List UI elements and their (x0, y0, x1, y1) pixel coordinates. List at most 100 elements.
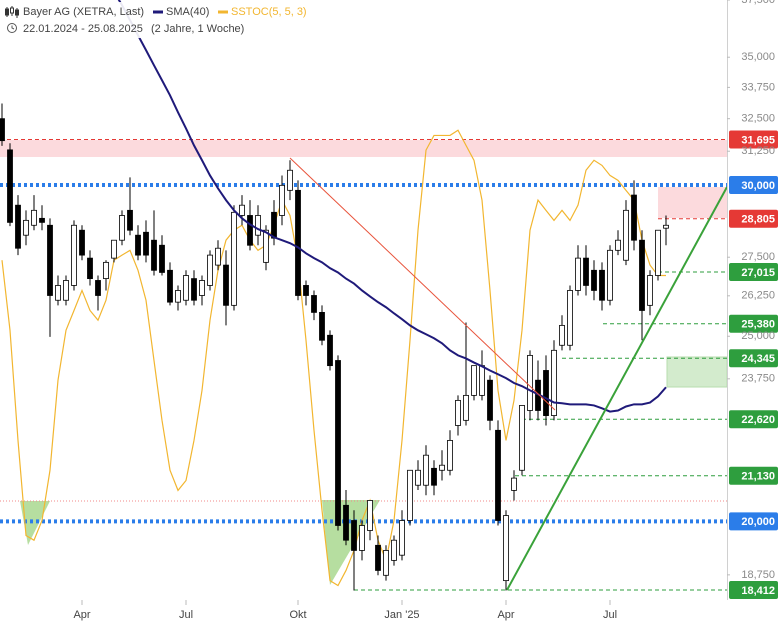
level-box (729, 512, 778, 531)
candle-body (15, 204, 21, 249)
y-tick-label: 18,750 (741, 569, 775, 581)
candle-body (631, 194, 637, 241)
candle-body (567, 290, 573, 346)
candle-body (63, 280, 69, 301)
level-box (729, 349, 778, 368)
trendlines (289, 157, 728, 591)
y-tick-label: 33,750 (741, 81, 775, 93)
candle-body (79, 229, 85, 256)
level-label: 22,620 (741, 414, 775, 426)
level-box (729, 580, 778, 599)
candle-body (295, 189, 301, 296)
candle-body (407, 469, 413, 521)
candle-body (159, 244, 165, 273)
target-zone-green (666, 356, 728, 388)
candle-body (487, 379, 493, 421)
candle-body (303, 285, 309, 296)
candle-body (455, 399, 461, 426)
candle-body (207, 254, 213, 286)
candle-body (71, 224, 77, 286)
level-box (729, 410, 778, 429)
chart-period: (2 Jahre, 1 Woche) (151, 23, 244, 35)
candle-body (367, 500, 373, 531)
candle-body (247, 215, 253, 246)
candle-body (343, 504, 349, 541)
candle-body (127, 209, 133, 231)
candle-body (223, 264, 229, 306)
y-tick-label: 23,750 (741, 373, 775, 385)
candle-body (423, 454, 429, 486)
candle-body (591, 269, 597, 291)
candle-body (287, 169, 293, 191)
candle-body (327, 334, 333, 367)
candle-body (447, 440, 453, 471)
level-label: 18,412 (741, 585, 775, 597)
x-tick-label: Jan '25 (384, 609, 419, 621)
resistance-zone (0, 140, 727, 157)
level-box (729, 209, 778, 228)
level-label: 24,345 (741, 353, 775, 365)
clock-icon (7, 23, 17, 33)
candle-body (119, 215, 125, 241)
legend-label: SMA(40) (166, 6, 209, 18)
candle-body (31, 209, 37, 226)
candle-body (375, 544, 381, 571)
plot-area (0, 0, 669, 591)
chart-subtitle: 22.01.2024 - 25.08.2025 (23, 23, 143, 35)
oversold-zone (20, 501, 50, 545)
candle-body (87, 257, 93, 280)
y-tick-label: 32,500 (741, 113, 775, 125)
y-tick-label: 25,000 (741, 330, 775, 342)
level-label: 30,000 (741, 180, 775, 192)
chart-icon (5, 6, 19, 18)
candle-body (55, 285, 61, 301)
candle-body (663, 224, 669, 229)
level-label: 27,015 (741, 267, 775, 279)
line-series (117, 0, 667, 413)
candle-body (47, 224, 53, 296)
candle-body (311, 295, 317, 313)
candle-body (527, 354, 533, 411)
y-axis: 37,500 35,000 33,750 32,500 31,250 27,500 26,2… (727, 0, 775, 581)
level-box (729, 176, 778, 195)
trendline-up (506, 186, 728, 591)
y-tick-label: 26,250 (741, 290, 775, 302)
level-box (729, 314, 778, 333)
header-background (0, 2, 312, 38)
x-tick-label: Apr (497, 609, 514, 621)
level-box (729, 130, 778, 149)
candle-body (23, 219, 29, 236)
candle-body (503, 515, 509, 582)
candle-body (199, 280, 205, 296)
candle-body (167, 269, 173, 303)
level-label: 20,000 (741, 516, 775, 528)
candle-body (551, 349, 557, 416)
candle-body (135, 234, 141, 256)
level-label: 31,695 (741, 134, 775, 146)
candle-body (431, 467, 437, 486)
x-tick-label: Jul (179, 609, 193, 621)
candle-body (479, 365, 485, 396)
candle-body (151, 239, 157, 271)
candle-body (399, 520, 405, 556)
candle-body (0, 118, 5, 142)
level-label: 21,130 (741, 471, 775, 483)
trendline-down (289, 157, 556, 411)
candle-body (639, 239, 645, 311)
levels: 31,695 30,000 28,805 27,015 25,380 24,345 22,6… (0, 130, 778, 599)
target-zone-red (658, 187, 727, 218)
candle-body (279, 184, 285, 216)
candle-body (559, 324, 565, 346)
candle-body (191, 278, 197, 301)
x-tick-label: Jul (603, 609, 617, 621)
candle-body (143, 231, 149, 256)
candle-body (183, 275, 189, 301)
x-tick-label: Apr (73, 609, 90, 621)
header: Bayer AG (XETRA, Last) SMA(40) SSTOC(5, … (0, 2, 312, 38)
candle-body (607, 249, 613, 301)
candle-body (647, 275, 653, 306)
candle-body (111, 239, 117, 259)
candle-body (95, 280, 101, 296)
